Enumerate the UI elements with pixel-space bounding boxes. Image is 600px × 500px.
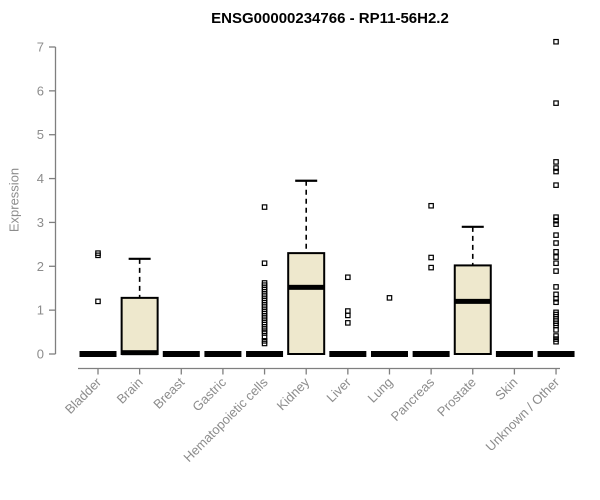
- outlier-point: [345, 320, 351, 326]
- x-tick-label: Unknown / Other: [483, 374, 563, 454]
- outlier-point: [345, 308, 351, 314]
- x-tick-label: Prostate: [434, 375, 479, 420]
- outlier-point: [553, 284, 559, 290]
- y-tick-label: 7: [37, 40, 44, 55]
- outlier-point: [428, 202, 434, 209]
- collapsed-box-bar: [370, 351, 408, 357]
- x-tick-label: Bladder: [62, 374, 105, 417]
- outlier-point: [553, 299, 559, 306]
- outlier-point: [428, 254, 434, 261]
- outlier-point: [345, 312, 351, 319]
- outlier-point: [553, 159, 559, 165]
- y-tick-label: 2: [37, 259, 44, 274]
- x-tick-label: Lung: [365, 375, 396, 406]
- box-skin: [495, 351, 533, 357]
- outlier-point: [553, 260, 559, 267]
- outlier-point: [261, 334, 268, 341]
- iqr-box: [120, 296, 159, 355]
- collapsed-box-bar: [537, 351, 575, 357]
- x-tick-label: Kidney: [274, 374, 313, 413]
- collapsed-box-bar: [246, 351, 284, 357]
- y-tick-label: 4: [37, 171, 44, 186]
- box-hematopoietic-cells: [246, 204, 284, 357]
- outlier-point: [553, 38, 559, 45]
- x-tick-label: Liver: [323, 374, 354, 405]
- outlier-point: [553, 240, 559, 246]
- median-bar: [288, 284, 325, 290]
- box-pancreas: [412, 202, 450, 357]
- outlier-point: [345, 274, 351, 281]
- collapsed-box-bar: [204, 351, 242, 357]
- box-prostate: [453, 225, 492, 355]
- y-tick-label: 6: [37, 83, 44, 98]
- x-tick-label: Brain: [114, 375, 146, 407]
- iqr-box: [287, 252, 326, 355]
- x-tick-label: Pancreas: [388, 374, 438, 424]
- x-tick-label: Breast: [150, 374, 187, 411]
- outlier-point: [553, 268, 559, 274]
- box-unknown-other: [537, 38, 575, 357]
- outlier-point: [553, 327, 559, 333]
- outlier-point: [553, 214, 559, 220]
- iqr-box: [453, 264, 492, 355]
- box-brain: [120, 257, 159, 356]
- outlier-point: [95, 298, 101, 305]
- chart-title: ENSG00000234766 - RP11-56H2.2: [211, 10, 449, 27]
- y-tick-label: 5: [37, 127, 44, 142]
- collapsed-box-bar: [79, 351, 117, 357]
- outlier-point: [261, 204, 268, 210]
- box-bladder: [79, 250, 117, 357]
- outlier-point: [553, 291, 559, 298]
- outlier-point: [553, 254, 559, 260]
- outlier-point: [553, 333, 559, 339]
- outlier-point: [553, 182, 559, 188]
- outlier-point: [553, 217, 559, 224]
- median-bar: [454, 298, 491, 304]
- collapsed-box-bar: [162, 351, 200, 357]
- x-tick-label: Skin: [492, 375, 520, 403]
- collapsed-box-bar: [329, 351, 367, 357]
- outlier-point: [428, 264, 434, 271]
- outlier-point: [386, 295, 393, 301]
- outlier-point: [553, 232, 559, 238]
- outlier-point: [95, 252, 101, 259]
- x-tick-label: Gastric: [189, 374, 229, 414]
- outlier-point: [261, 260, 268, 267]
- box-lung: [370, 295, 408, 357]
- outlier-point: [553, 100, 559, 106]
- outlier-point: [553, 295, 559, 302]
- box-gastric: [204, 351, 242, 357]
- outlier-point: [553, 165, 559, 171]
- y-tick-label: 3: [37, 215, 44, 230]
- outlier-point: [261, 340, 268, 347]
- y-tick-label: 1: [37, 303, 44, 318]
- box-breast: [162, 351, 200, 357]
- outlier-point: [553, 338, 559, 345]
- collapsed-box-bar: [412, 351, 450, 357]
- outlier-point: [553, 168, 559, 175]
- outlier-point: [553, 249, 559, 255]
- median-bar: [121, 350, 158, 356]
- y-tick-label: 0: [37, 347, 44, 362]
- box-kidney: [287, 179, 326, 355]
- collapsed-box-bar: [495, 351, 533, 357]
- box-liver: [329, 274, 367, 357]
- outlier-point: [553, 221, 559, 227]
